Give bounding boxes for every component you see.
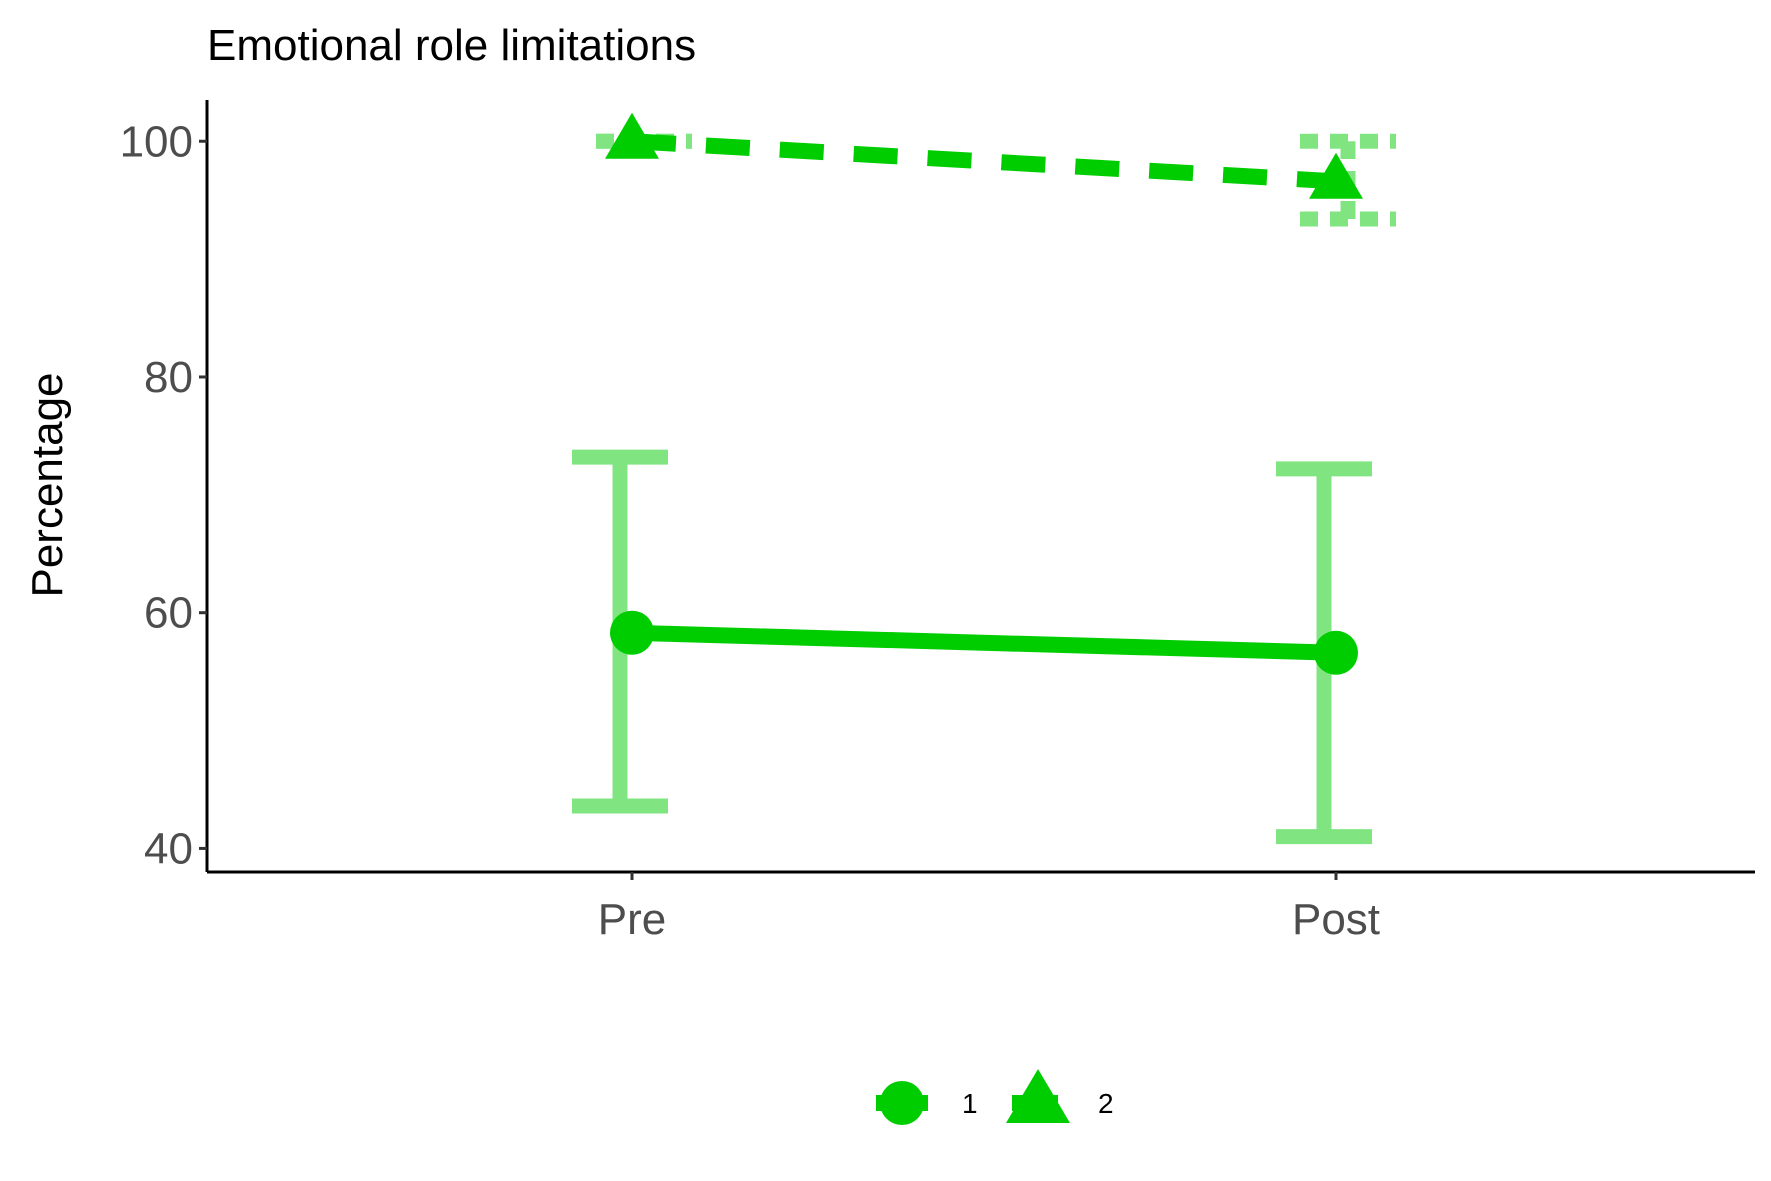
legend-key-marker-1 xyxy=(880,1081,924,1125)
y-axis-label: Percentage xyxy=(23,372,72,597)
legend-label-2: 2 xyxy=(1098,1088,1114,1119)
y-tick-label: 40 xyxy=(144,824,193,873)
y-tick-label: 80 xyxy=(144,353,193,402)
chart-title: Emotional role limitations xyxy=(207,21,696,70)
series-line-1 xyxy=(631,624,1337,661)
y-tick-label: 100 xyxy=(120,117,193,166)
data-point-series-2 xyxy=(605,112,659,159)
y-tick-label: 60 xyxy=(144,589,193,638)
series-line-2 xyxy=(631,133,1337,190)
legend-key-marker-2 xyxy=(1006,1069,1070,1123)
data-point-series-1 xyxy=(1314,630,1358,675)
data-point-series-2 xyxy=(1309,152,1363,199)
data-point-series-1 xyxy=(610,610,654,655)
x-tick-label: Pre xyxy=(598,895,666,944)
legend-label-1: 1 xyxy=(962,1088,978,1119)
x-tick-label: Post xyxy=(1292,895,1380,944)
plot-area: 40 60 80 100 Pre Post xyxy=(120,100,1755,944)
